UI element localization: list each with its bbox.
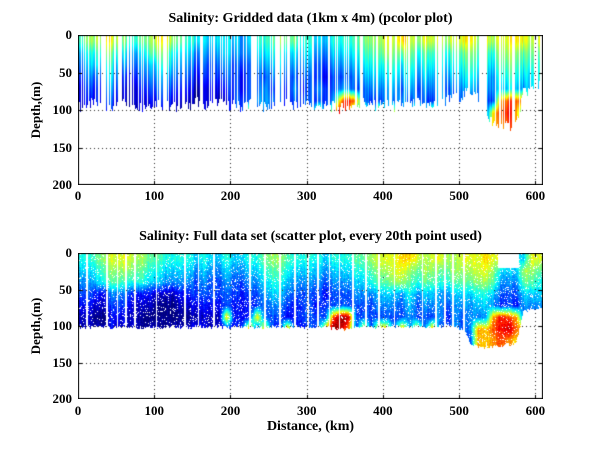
x-tick-label: 400: [373, 403, 393, 418]
x-tick-label: 300: [296, 403, 317, 418]
x-tick-label: 400: [373, 188, 393, 203]
bottom-plot-title: Salinity: Full data set (scatter plot, e…: [139, 229, 482, 244]
x-tick-label: 200: [220, 403, 241, 418]
y-tick-label: 200: [52, 391, 73, 406]
x-tick-label: 600: [525, 403, 546, 418]
y-tick-label: 200: [52, 177, 73, 192]
y-tick-label: 0: [65, 245, 73, 260]
x-axis-label: Distance, (km): [266, 419, 355, 434]
x-tick-label: 600: [525, 188, 546, 203]
bottom-y-axis-label: Depth,(m): [28, 297, 43, 355]
x-tick-label: 100: [144, 188, 164, 203]
x-tick-label: 0: [74, 188, 82, 203]
top-plot-title: Salinity: Gridded data (1km x 4m) (pcolo…: [168, 11, 453, 26]
top-y-axis-label: Depth,(m): [28, 81, 43, 139]
x-tick-label: 0: [74, 403, 82, 418]
scatter-plot-area: [78, 253, 543, 399]
pcolor-plot-area: [78, 35, 543, 185]
x-tick-label: 500: [449, 188, 469, 203]
x-tick-label: 500: [449, 403, 469, 418]
x-tick-label: 100: [144, 403, 164, 418]
x-tick-label: 200: [220, 188, 241, 203]
x-tick-label: 300: [296, 188, 317, 203]
y-tick-label: 0: [65, 27, 73, 42]
